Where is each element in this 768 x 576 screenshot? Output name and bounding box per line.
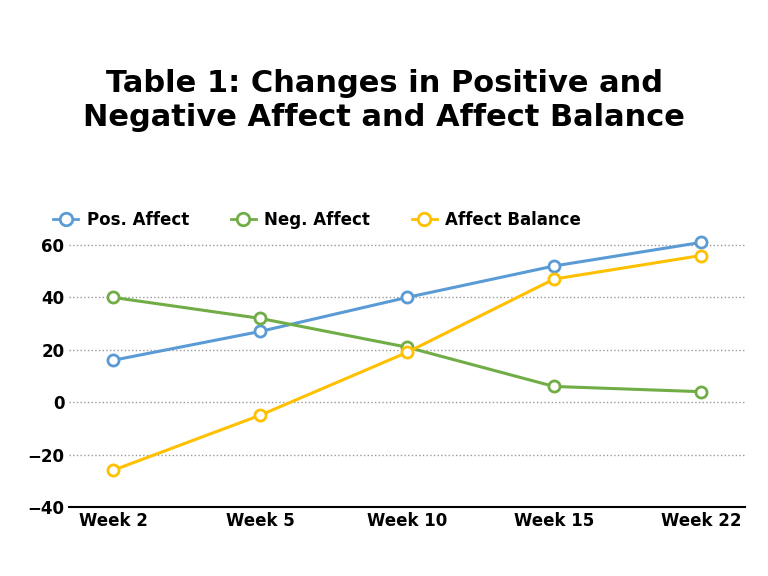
- Legend: Pos. Affect, Neg. Affect, Affect Balance: Pos. Affect, Neg. Affect, Affect Balance: [47, 204, 588, 236]
- Text: Table 1: Changes in Positive and
Negative Affect and Affect Balance: Table 1: Changes in Positive and Negativ…: [83, 69, 685, 132]
